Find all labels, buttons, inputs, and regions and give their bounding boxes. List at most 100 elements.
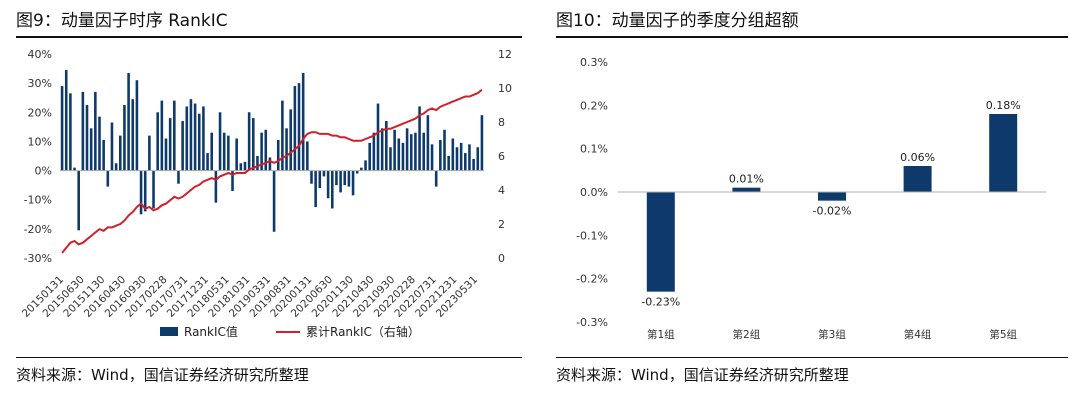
y-right-tick-label: 8 — [498, 116, 505, 129]
y-tick-label: -0.1% — [576, 229, 608, 242]
rankic-bar — [330, 170, 334, 209]
rankic-bar — [218, 112, 222, 171]
rankic-bar — [418, 106, 421, 171]
y-left-tick-label: 0% — [35, 165, 52, 178]
rankic-bar — [131, 99, 135, 171]
y-tick-label: 0.0% — [580, 186, 608, 199]
group-bar-value-label: -0.02% — [813, 205, 852, 218]
right-chart-panel: 图10：动量因子的季度分组超额 0.3% 0.2% 0.1% 0.0% -0.1% -0.… — [556, 0, 1080, 400]
rankic-bar — [214, 170, 218, 203]
group-bar-value-label: 0.06% — [900, 151, 935, 164]
rankic-bar — [114, 163, 118, 171]
rankic-bar — [164, 138, 168, 171]
rankic-bar — [227, 135, 230, 171]
rankic-bar — [156, 112, 159, 171]
category-label: 第3组 — [818, 328, 846, 341]
rankic-bar — [185, 106, 189, 171]
category-label: 第4组 — [904, 328, 932, 341]
rankic-bar — [451, 138, 455, 171]
group-bar-value-label: 0.01% — [729, 173, 764, 186]
y-tick-label: -0.3% — [576, 316, 608, 329]
rankic-bar — [81, 91, 85, 171]
y-left-tick-label: 40% — [28, 48, 52, 61]
rankic-bar — [326, 170, 330, 199]
rankic-bar — [368, 142, 371, 171]
rankic-bar — [343, 170, 347, 186]
rankic-bar — [206, 153, 209, 171]
left-source-rule — [16, 357, 522, 358]
legend-line-label: 累计RankIC（右轴） — [306, 324, 420, 339]
group-bar — [732, 187, 761, 192]
rankic-bar — [443, 129, 446, 171]
rankic-bar — [335, 170, 338, 186]
rankic-bar — [289, 109, 292, 171]
right-source-note: 资料来源：Wind，国信证券经济研究所整理 — [556, 366, 849, 384]
rankic-bar — [285, 128, 288, 171]
rankic-bar — [139, 170, 143, 215]
right-chart-title: 图10：动量因子的季度分组超额 — [556, 11, 799, 31]
rankic-bar — [264, 129, 268, 171]
rankic-bar — [252, 118, 255, 171]
y-tick-label: 0.3% — [580, 56, 608, 69]
rankic-bar — [468, 144, 471, 171]
rankic-bar — [69, 93, 72, 171]
group-bar — [903, 166, 932, 192]
legend-bar-label: RankIC值 — [184, 324, 238, 339]
rankic-bar — [380, 128, 384, 171]
rankic-bar — [127, 72, 130, 171]
right-source-rule — [556, 357, 1068, 358]
rankic-bar — [181, 121, 184, 171]
rankic-bar — [376, 103, 380, 171]
y-left-tick-label: -10% — [24, 194, 52, 207]
rankic-bar — [123, 105, 126, 171]
category-label: 第5组 — [989, 328, 1017, 341]
rankic-bar — [360, 167, 363, 171]
rankic-bar — [409, 134, 413, 171]
rankic-bar — [85, 105, 89, 171]
rankic-bar — [293, 86, 297, 171]
rankic-bar — [77, 170, 80, 231]
rankic-bar — [301, 72, 305, 171]
rankic-bar — [389, 147, 392, 171]
rankic-bar — [405, 128, 409, 171]
y-right-tick-label: 4 — [498, 184, 505, 197]
rankic-bar — [135, 80, 139, 171]
group-bar — [646, 192, 675, 292]
left-chart-title: 图9：动量因子时序 RankIC — [16, 11, 228, 31]
rankic-bar — [422, 132, 426, 171]
right-title-rule — [556, 36, 1068, 38]
cumulative-rankic-line — [61, 88, 483, 254]
rankic-bar — [401, 142, 405, 171]
rankic-bar — [152, 170, 155, 209]
rankic-bar — [322, 170, 326, 177]
rankic-chart: 40%30%20%10%0%-10%-20%-30%12108642020150… — [20, 48, 512, 339]
rankic-bar — [60, 86, 64, 171]
y-right-tick-label: 10 — [498, 82, 512, 95]
rankic-bar — [173, 100, 176, 171]
rankic-bar — [455, 147, 459, 171]
y-left-tick-label: -30% — [24, 252, 52, 265]
rankic-bar — [148, 135, 151, 171]
rankic-bar — [268, 157, 272, 171]
y-right-tick-label: 0 — [498, 252, 505, 265]
group-bar — [989, 114, 1018, 192]
rankic-bar — [314, 170, 317, 207]
rankic-bar — [310, 170, 313, 184]
rankic-bar — [89, 128, 93, 171]
rankic-bar — [339, 170, 342, 193]
rankic-bar — [472, 158, 475, 171]
left-chart-panel: 图9：动量因子时序 RankIC 40% 30% 20% 10% 0% -10% -20% -… — [16, 11, 522, 384]
y-left-tick-label: 10% — [28, 135, 52, 148]
legend-bar-swatch — [160, 327, 178, 336]
rankic-bar — [197, 113, 201, 171]
rankic-bar — [364, 160, 367, 171]
y-tick-label: 0.1% — [580, 143, 608, 156]
y-right-tick-label: 12 — [498, 48, 512, 61]
rankic-bar — [160, 100, 164, 171]
rankic-bar — [306, 141, 309, 171]
rankic-bar — [143, 170, 147, 212]
y-right-tick-label: 2 — [498, 218, 505, 231]
left-title-rule — [16, 36, 522, 38]
y-tick-label: 0.2% — [580, 99, 608, 112]
group-bar-value-label: 0.18% — [986, 99, 1021, 112]
